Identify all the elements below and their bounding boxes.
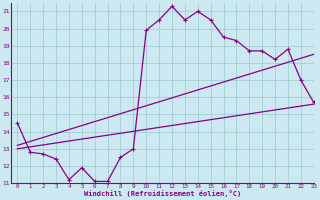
X-axis label: Windchill (Refroidissement éolien,°C): Windchill (Refroidissement éolien,°C)	[84, 190, 241, 197]
